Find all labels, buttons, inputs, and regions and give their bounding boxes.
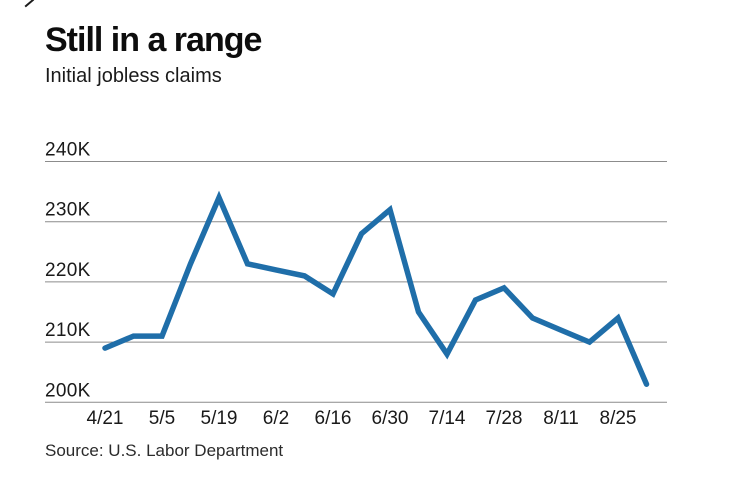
x-axis-label: 6/16 [315,408,352,429]
y-axis-label: 230K [45,200,91,221]
x-axis-label: 7/14 [429,408,466,429]
claims-line-series [102,190,650,387]
chart-title: Still in a range [45,21,262,59]
y-axis-label: 220K [45,260,91,281]
source-note: Source: U.S. Labor Department [45,441,284,460]
y-axis-label: 240K [45,140,91,161]
x-axis-label: 6/30 [372,408,409,429]
x-axis-label: 6/2 [263,408,289,429]
x-axis-label: 7/28 [486,408,523,429]
x-axis-label: 5/5 [149,408,175,429]
x-axis-label: 5/19 [201,408,238,429]
chart-subtitle: Initial jobless claims [45,65,222,87]
y-axis-label: 210K [45,320,91,341]
x-axis-label: 8/11 [543,408,579,429]
y-axis-label: 200K [45,380,91,401]
x-axis-label: 4/21 [87,408,124,429]
x-axis-label: 8/25 [600,408,637,429]
